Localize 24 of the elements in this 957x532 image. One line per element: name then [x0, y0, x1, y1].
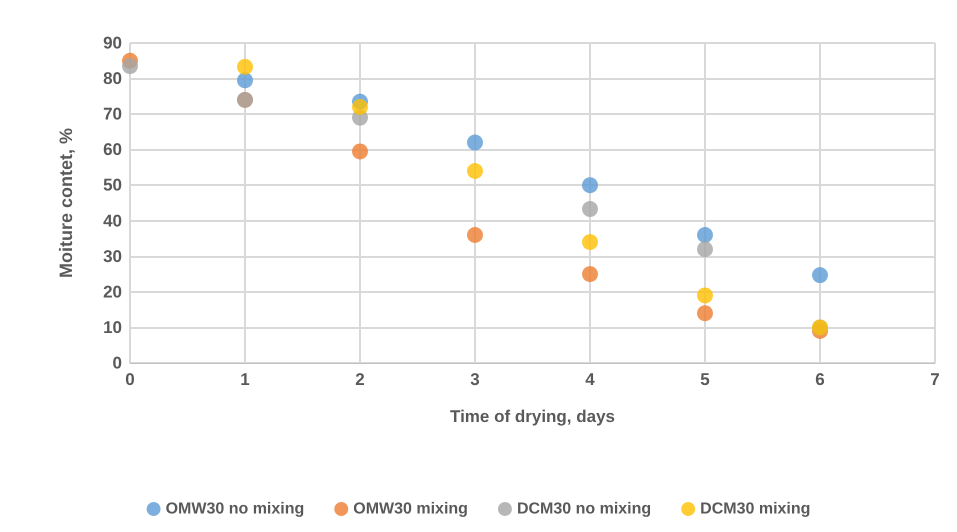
legend-label: DCM30 mixing	[700, 500, 810, 518]
x-tick-label: 7	[930, 370, 940, 389]
y-tick-label: 10	[103, 318, 122, 337]
legend-label: DCM30 no mixing	[516, 500, 652, 518]
x-axis-title: Time of drying, days	[450, 407, 616, 426]
y-tick-label: 40	[103, 211, 122, 230]
y-tick-label: 90	[103, 34, 122, 52]
y-tick-label: 20	[103, 282, 122, 302]
y-tick-label: 30	[103, 246, 122, 266]
x-tick-label: 2	[355, 370, 365, 389]
x-tick-label: 5	[700, 370, 710, 389]
x-tick-label: 6	[815, 370, 825, 389]
y-axis-title: Moiture contet, %	[56, 128, 76, 278]
legend-label: OMW30 no mixing	[166, 500, 304, 518]
x-tick-label: 0	[125, 370, 135, 389]
y-tick-label: 70	[103, 104, 122, 124]
legend-label: OMW30 mixing	[353, 500, 468, 518]
x-tick-label: 1	[240, 370, 250, 389]
y-tick-label: 0	[112, 354, 122, 372]
y-tick-label: 80	[103, 69, 122, 88]
x-tick-label: 3	[470, 370, 480, 389]
y-tick-label: 60	[103, 140, 122, 160]
x-tick-label: 4	[585, 370, 596, 389]
y-tick-label: 50	[103, 176, 122, 195]
